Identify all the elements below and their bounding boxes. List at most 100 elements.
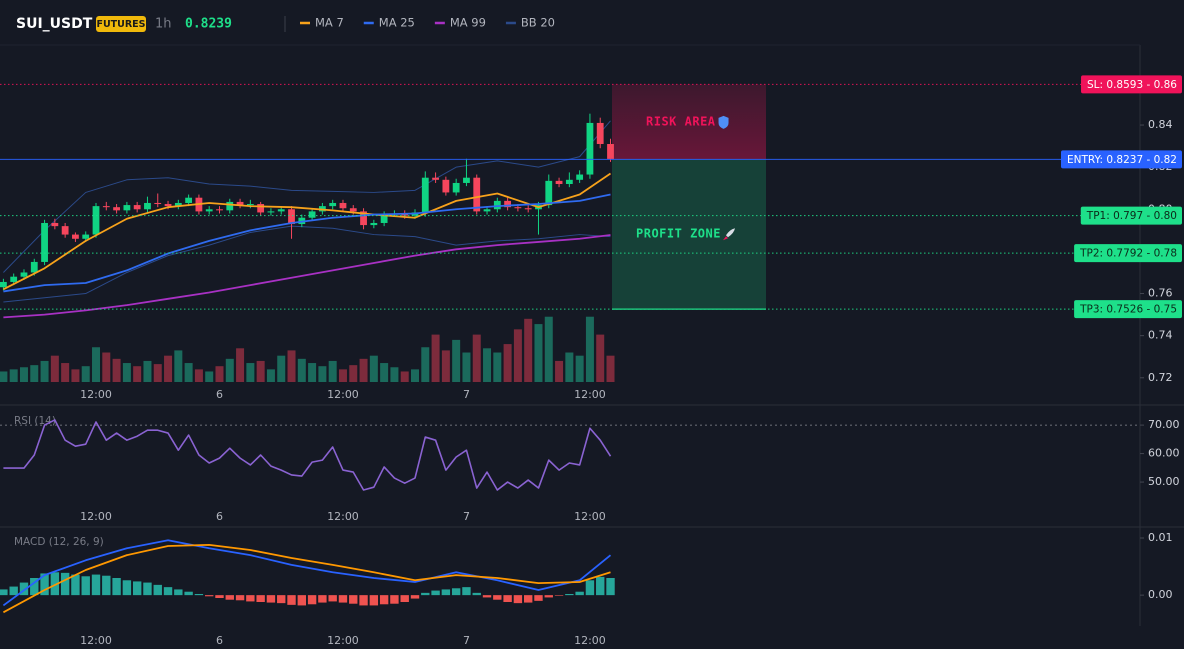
x-tick-label: 12:00: [80, 510, 112, 523]
candle-body: [555, 180, 563, 185]
macd-histogram-bar: [277, 595, 286, 604]
volume-bar: [184, 363, 193, 382]
macd-histogram-bar: [40, 573, 49, 596]
candle-body: [545, 180, 553, 206]
macd-histogram-bar: [225, 595, 234, 600]
macd-histogram-bar: [441, 589, 451, 596]
macd-histogram-bar: [194, 594, 204, 596]
candle-body: [432, 177, 439, 180]
volume-bar: [452, 339, 461, 382]
volume-bar: [287, 350, 296, 382]
y-tick-label: 0.74: [1148, 329, 1173, 342]
candle-body: [607, 143, 614, 159]
level-tag: [1080, 206, 1182, 225]
volume-bar: [0, 371, 8, 382]
x-tick-label: 12:00: [574, 634, 606, 647]
candle-body: [61, 226, 69, 235]
interval: 1h: [155, 17, 172, 32]
volume-bar: [380, 363, 389, 382]
x-tick-label: 12:00: [574, 388, 606, 401]
candle-body: [463, 177, 470, 183]
x-tick-label: 12:00: [327, 634, 359, 647]
macd-histogram-bar: [462, 587, 471, 596]
candle-body: [308, 211, 316, 218]
macd-histogram-bar: [205, 595, 214, 597]
badge: FUTURES: [96, 19, 145, 30]
volume-bar: [50, 355, 59, 382]
macd-histogram-bar: [163, 587, 173, 596]
candle-body: [339, 202, 347, 209]
candle-body: [30, 261, 38, 273]
candle-body: [133, 205, 141, 210]
volume-bar: [390, 367, 399, 382]
macd-histogram-bar: [91, 574, 101, 596]
macd-histogram-bar: [318, 595, 327, 603]
macd-histogram-bar: [534, 595, 543, 601]
candle-body: [596, 122, 604, 144]
macd-line: [2, 539, 612, 607]
macd-histogram-bar: [143, 582, 152, 596]
profit-zone: [612, 159, 766, 310]
macd-histogram-bar: [606, 578, 615, 596]
overlay-layer: RISK AREA PROFIT ZONE MA 7 MA 25 MA 99 BB 20 S…: [0, 16, 1182, 319]
macd-histogram-bar: [112, 578, 121, 596]
y-tick-label: 60.00: [1148, 447, 1180, 460]
rocket-flame: [722, 236, 728, 241]
volume-bar: [133, 366, 142, 382]
macd-line: [2, 543, 611, 614]
candle-body: [51, 222, 59, 227]
volume-bar: [71, 369, 80, 382]
candle-body: [370, 222, 378, 226]
volume-bar: [555, 360, 564, 382]
risk-zone: [612, 84, 766, 160]
macd-histogram-bar: [451, 588, 461, 596]
volume-bar: [19, 367, 28, 382]
volume-bar: [92, 347, 101, 382]
macd-histogram-bar: [215, 595, 224, 598]
candle-body: [267, 211, 275, 213]
x-tick-label: 7: [463, 510, 470, 523]
macd-histogram-bar: [60, 572, 70, 596]
macd-histogram-bar: [400, 595, 409, 602]
candle-body: [113, 207, 120, 211]
macd-histogram-bar: [132, 581, 142, 596]
macd-histogram-bar: [482, 595, 492, 598]
macd-histogram-bar: [503, 595, 512, 602]
candle-body: [257, 204, 265, 213]
candle-body: [504, 200, 512, 208]
candle-body: [72, 234, 79, 239]
candle-body: [514, 207, 522, 209]
macd-histogram-bar: [472, 592, 481, 596]
candle-body: [92, 206, 100, 235]
macd-histogram-bar: [544, 595, 553, 598]
candle-body: [493, 200, 501, 210]
candle-body: [174, 202, 182, 207]
volume-bar: [534, 324, 543, 382]
volume-bar: [411, 369, 419, 382]
volume-bar: [122, 363, 131, 382]
candle-body: [82, 234, 90, 239]
volume-bar: [338, 369, 347, 382]
level-tag: [1074, 300, 1182, 319]
volume-bar: [483, 348, 492, 382]
y-tick-label: 0.72: [1148, 371, 1173, 384]
volume-bar: [493, 352, 502, 382]
level-tag: [1081, 75, 1182, 94]
macd-histogram-bar: [575, 591, 584, 596]
volume-bar: [421, 347, 430, 382]
macd-histogram-bar: [410, 595, 420, 599]
rsi-line: [3, 419, 612, 491]
macd-histogram-bar: [369, 595, 379, 606]
ma-line: [3, 193, 611, 293]
volume-bar: [513, 329, 522, 382]
macd-histogram-bar: [246, 595, 255, 602]
volume-bar: [575, 355, 584, 382]
volume-bar: [174, 350, 183, 382]
legend-label: BB 20: [521, 16, 555, 30]
y-tick-label: 0.84: [1148, 118, 1173, 131]
candle-body: [421, 177, 429, 213]
volume-bar: [524, 318, 533, 382]
candle-body: [226, 201, 234, 211]
candle-body: [144, 202, 151, 210]
